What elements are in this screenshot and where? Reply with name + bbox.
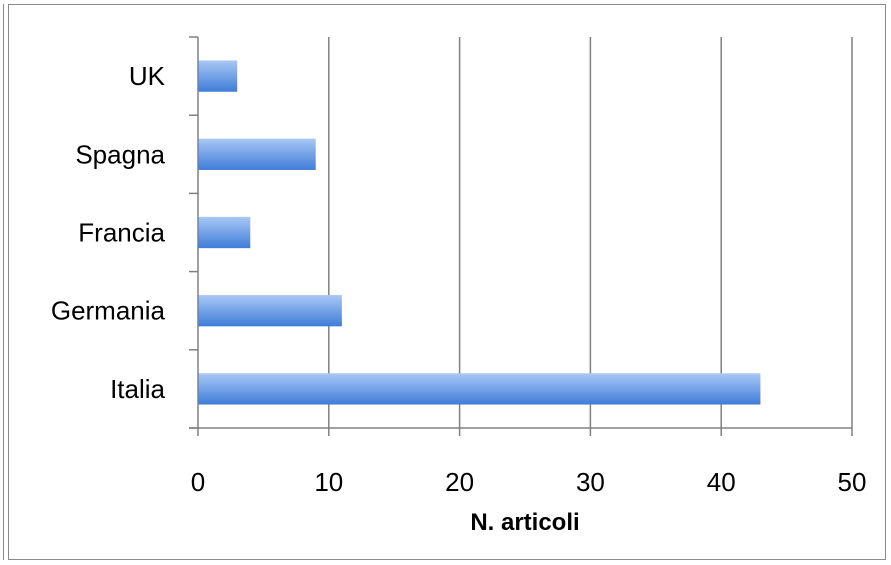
bar-italia: [198, 373, 761, 405]
bar-francia: [198, 216, 251, 249]
bar-germania: [198, 295, 342, 327]
y-category-label-uk: UK: [129, 61, 166, 91]
x-tick-label-0: 0: [191, 467, 205, 497]
y-category-labels: UK Spagna Francia Germania Italia: [51, 61, 166, 404]
y-category-label-germania: Germania: [51, 296, 166, 326]
x-tick-label-20: 20: [445, 467, 474, 497]
y-category-label-spagna: Spagna: [75, 139, 165, 169]
x-axis-title: N. articoli: [470, 509, 579, 536]
y-category-label-francia: Francia: [78, 218, 165, 248]
bars: [198, 60, 761, 405]
gridlines: [328, 37, 853, 428]
chart-frame: [8, 4, 886, 560]
x-tick-labels: 0 10 20 30 40 50: [191, 467, 867, 497]
x-tick-label-40: 40: [707, 467, 736, 497]
window-edge: [3, 4, 4, 560]
axes: [189, 36, 853, 436]
x-tick-label-10: 10: [314, 467, 343, 497]
x-tick-label-30: 30: [576, 467, 605, 497]
bar-spagna: [198, 138, 316, 170]
y-category-label-italia: Italia: [110, 374, 165, 404]
x-tick-label-50: 50: [838, 467, 867, 497]
bar-uk: [198, 60, 238, 92]
